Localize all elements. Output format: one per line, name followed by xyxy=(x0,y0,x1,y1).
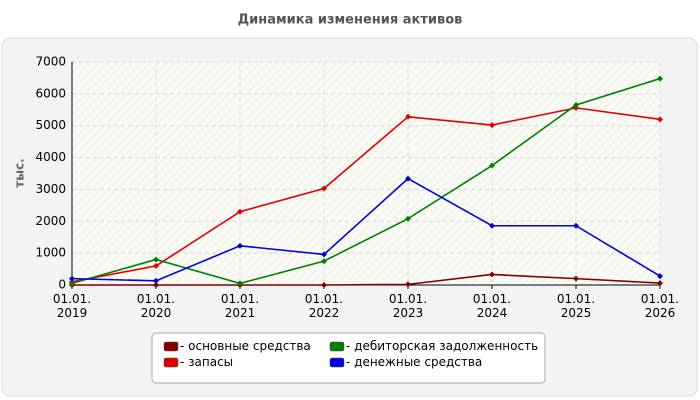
y-tick-label: 3000 xyxy=(35,182,66,196)
point xyxy=(69,280,75,287)
point xyxy=(405,281,411,288)
point xyxy=(321,282,327,288)
series-line xyxy=(71,107,661,283)
x-tick-label: 01.01. 2023 xyxy=(388,292,428,320)
y-tick-label: 7000 xyxy=(35,55,66,69)
point xyxy=(321,258,327,265)
x-tick-label: 01.01. 2024 xyxy=(472,292,512,320)
legend-label: - денежные средства xyxy=(346,355,483,369)
point xyxy=(69,275,75,282)
legend-swatch xyxy=(329,357,345,368)
point xyxy=(657,280,663,287)
legend-box xyxy=(151,332,546,384)
point xyxy=(237,242,243,249)
point xyxy=(237,280,243,287)
legend-swatch xyxy=(163,357,179,368)
y-axis-label: тыс. xyxy=(13,158,27,187)
plot-area xyxy=(72,62,660,285)
point xyxy=(573,222,579,229)
chart-title: Динамика изменения активов xyxy=(238,13,463,28)
y-tick-label: 6000 xyxy=(35,86,66,100)
point xyxy=(489,162,495,169)
point xyxy=(321,185,327,192)
point xyxy=(153,256,159,263)
point xyxy=(573,275,579,282)
legend-swatch xyxy=(329,341,345,352)
point xyxy=(153,282,159,288)
x-tick-label: 01.01. 2025 xyxy=(556,292,596,320)
point xyxy=(405,113,411,120)
x-tick-label: 01.01. 2026 xyxy=(640,292,680,320)
point xyxy=(405,215,411,222)
point xyxy=(153,277,159,284)
y-tick-label: 0 xyxy=(58,278,66,292)
point xyxy=(405,175,411,182)
legend-label: - запасы xyxy=(180,355,234,369)
legend-swatch xyxy=(163,341,179,352)
y-tick-label: 4000 xyxy=(35,150,66,164)
x-tick-label: 01.01. 2021 xyxy=(220,292,260,320)
x-tick-label: 01.01. 2020 xyxy=(136,292,176,320)
legend-label: - дебиторская задолженность xyxy=(346,339,539,353)
x-tick-label: 01.01. 2019 xyxy=(52,292,92,320)
y-tick-label: 2000 xyxy=(35,214,66,228)
point xyxy=(489,122,495,129)
point xyxy=(657,75,663,82)
point xyxy=(489,271,495,278)
point xyxy=(321,251,327,258)
point xyxy=(237,208,243,215)
y-tick-label: 1000 xyxy=(35,246,66,260)
series-line xyxy=(71,77,661,285)
point xyxy=(657,273,663,280)
legend-label: - основные средства xyxy=(180,339,311,353)
point xyxy=(153,262,159,269)
y-tick-label: 5000 xyxy=(35,118,66,132)
series-line xyxy=(72,273,661,286)
point xyxy=(489,222,495,229)
series-line xyxy=(71,177,661,282)
x-tick-label: 01.01. 2022 xyxy=(304,292,344,320)
point xyxy=(573,102,579,109)
point xyxy=(657,116,663,123)
